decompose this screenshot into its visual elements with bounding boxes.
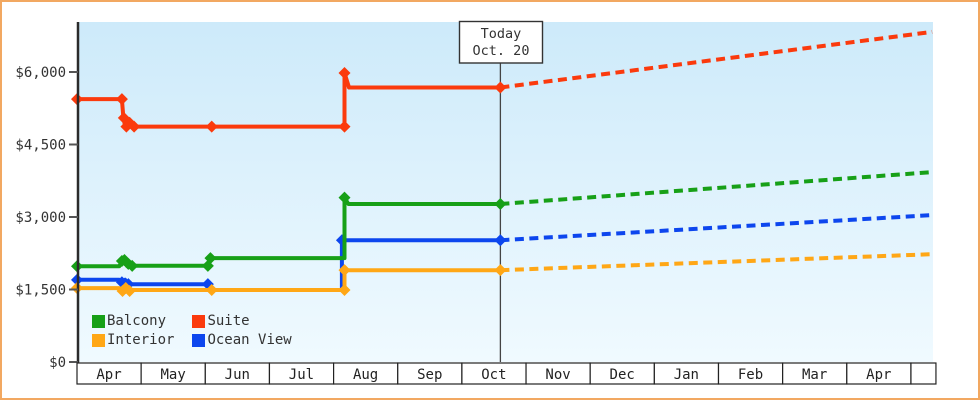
x-axis-month-label: Oct (481, 367, 506, 383)
legend-label-suite: Suite (207, 313, 250, 329)
today-marker-box: Today Oct. 20 (458, 20, 544, 64)
series-marker-interior[interactable] (338, 264, 351, 277)
x-axis-month-label: Dec (610, 367, 635, 383)
series-marker-suite[interactable] (338, 66, 351, 79)
legend-label-ocean-view: Ocean View (207, 332, 292, 348)
series-marker-ocean-view[interactable] (494, 234, 507, 247)
legend-item-interior[interactable]: Interior (92, 332, 174, 348)
x-axis-month-label: May (161, 367, 186, 383)
today-box-rect (458, 20, 544, 64)
x-axis-month-label: Sep (417, 367, 442, 383)
series-marker-balcony[interactable] (204, 252, 217, 265)
series-forecast-suite (500, 29, 933, 90)
y-axis-tick-label: $0 (49, 355, 66, 371)
x-axis-month-label: Feb (738, 367, 763, 383)
x-axis-month-label: Jun (225, 367, 250, 383)
y-axis-tick-label: $6,000 (15, 65, 66, 81)
x-axis-month-label: Jan (674, 367, 699, 383)
series-markers-suite (71, 66, 507, 133)
series-marker-suite[interactable] (338, 120, 351, 133)
x-axis-month-label: Jul (289, 367, 314, 383)
x-axis-month-cell-empty (910, 362, 937, 385)
x-axis: Apr May Jun Jul Aug Sep Oct Nov Dec Jan Feb Mar Apr (76, 362, 937, 385)
series-marker-interior[interactable] (205, 283, 218, 296)
legend-swatch-interior (92, 333, 105, 347)
series-marker-interior[interactable] (116, 284, 129, 297)
series-marker-interior[interactable] (123, 284, 136, 297)
series-markers-interior (71, 264, 507, 297)
legend: Balcony Suite Interior Ocean View (92, 313, 292, 348)
series-marker-suite[interactable] (115, 93, 128, 106)
series-marker-interior[interactable] (494, 264, 507, 277)
x-axis-month-label: Apr (866, 367, 891, 383)
legend-label-balcony: Balcony (107, 313, 167, 329)
y-axis-tick-label: $4,500 (15, 138, 66, 154)
x-axis-month-label: Mar (802, 367, 827, 383)
legend-item-suite[interactable]: Suite (192, 313, 291, 329)
series-marker-suite[interactable] (128, 120, 141, 133)
today-box-line2: Oct. 20 (473, 43, 530, 59)
series-marker-balcony[interactable] (126, 259, 139, 272)
x-axis-month-label: Nov (545, 367, 570, 383)
y-axis: $0 $1,500 $3,000 $4,500 $6,000 (15, 22, 80, 371)
series-marker-balcony[interactable] (338, 191, 351, 204)
y-axis-tick-label: $1,500 (15, 283, 66, 299)
legend-swatch-ocean-view (192, 333, 206, 347)
legend-swatch-balcony (92, 314, 105, 328)
legend-label-interior: Interior (107, 332, 175, 348)
series-markers-balcony (71, 191, 507, 273)
legend-item-ocean-view[interactable]: Ocean View (192, 332, 292, 348)
legend-swatch-suite (192, 314, 206, 328)
y-axis-tick-label: $3,000 (15, 210, 66, 226)
series-marker-suite[interactable] (205, 120, 218, 133)
plot-area (79, 22, 933, 362)
legend-item-balcony[interactable]: Balcony (92, 313, 174, 329)
series-marker-balcony[interactable] (494, 197, 507, 210)
today-box-line1: Today (481, 26, 522, 42)
x-axis-month-label: Aug (353, 367, 378, 383)
series-marker-suite[interactable] (494, 81, 507, 94)
x-axis-month-label: Apr (96, 367, 121, 383)
series-layer (71, 29, 933, 297)
series-marker-interior[interactable] (338, 283, 351, 296)
